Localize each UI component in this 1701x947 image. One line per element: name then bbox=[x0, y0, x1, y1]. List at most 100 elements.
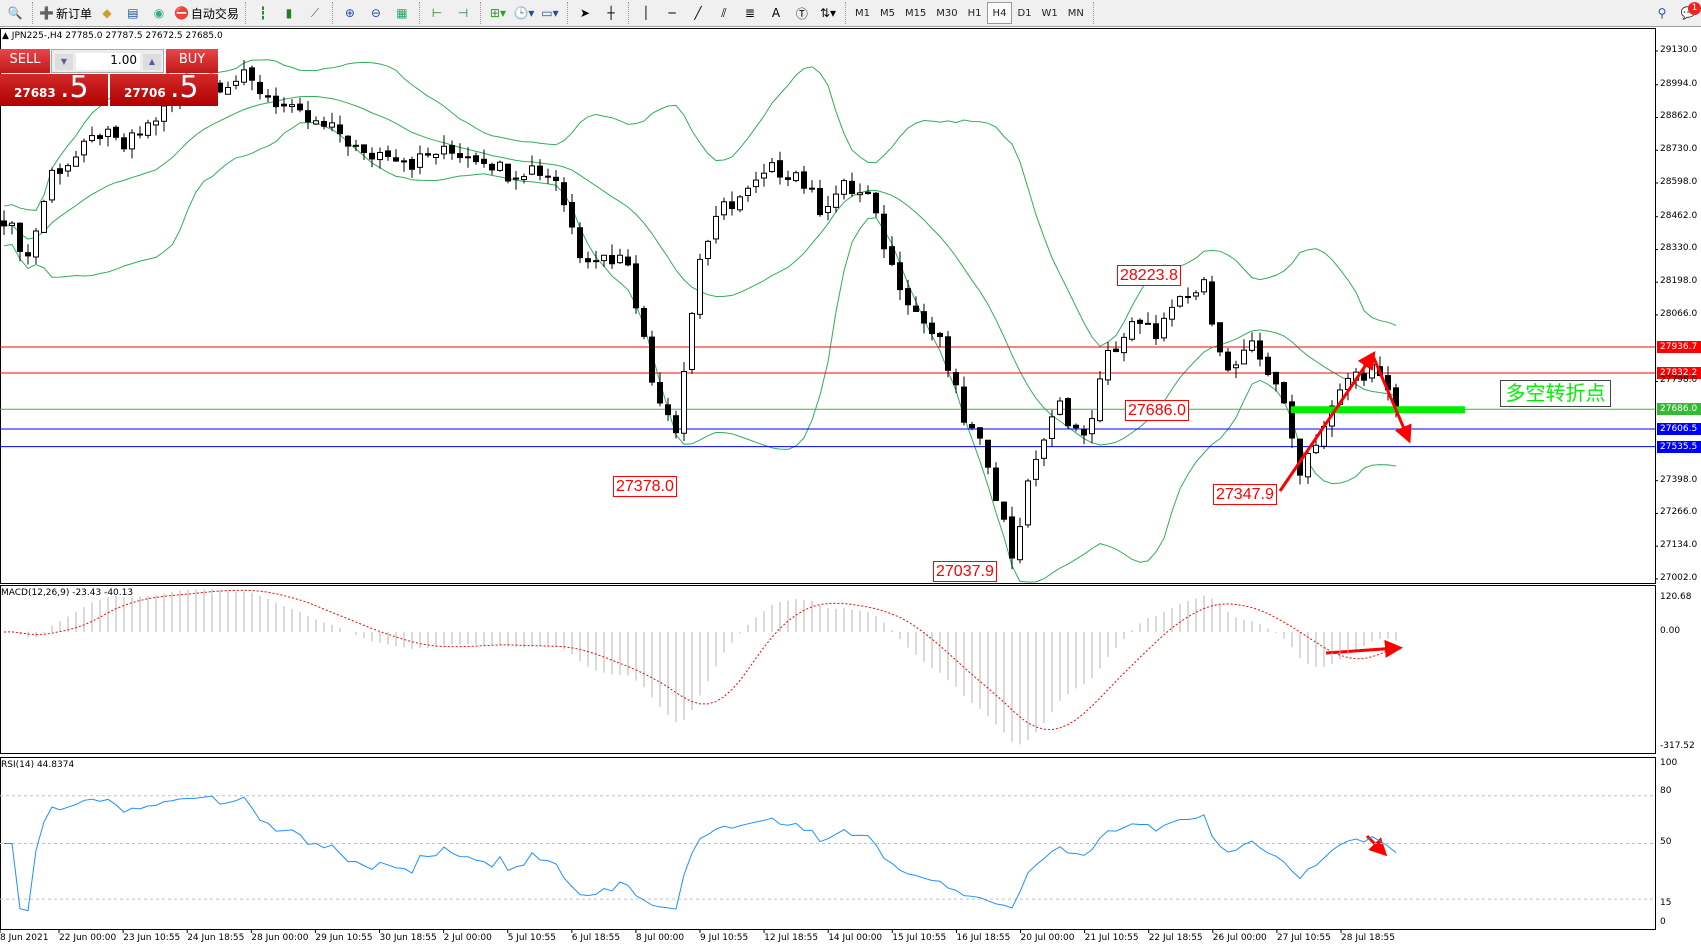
channel-tool[interactable]: ⫽ bbox=[721, 5, 727, 20]
candle bbox=[369, 147, 375, 168]
pivot-level-bar bbox=[1291, 406, 1465, 414]
crosshair-tool[interactable]: ┼ bbox=[607, 6, 615, 20]
text-label-tool[interactable]: Ⓣ bbox=[795, 6, 808, 21]
candle bbox=[937, 331, 943, 348]
candle bbox=[97, 133, 103, 146]
toolbar-separator bbox=[32, 2, 33, 24]
arrows-tool[interactable]: ⇅▾ bbox=[819, 6, 836, 20]
candle bbox=[337, 115, 343, 143]
rsi-axis-15: 15 bbox=[1660, 898, 1672, 908]
bar-chart-button[interactable]: ┇ bbox=[259, 6, 267, 20]
candle bbox=[1193, 290, 1199, 301]
zoom-tool-button[interactable]: 🔍 bbox=[7, 6, 23, 20]
candle-body bbox=[905, 288, 911, 306]
candle bbox=[857, 183, 863, 203]
buy-button[interactable]: BUY bbox=[166, 49, 218, 73]
cursor-tool[interactable]: ➤ bbox=[579, 6, 590, 20]
candle bbox=[281, 97, 287, 113]
market-watch-button[interactable]: ◆ bbox=[102, 6, 112, 20]
candle-body bbox=[601, 254, 607, 262]
candle bbox=[793, 170, 799, 183]
timeframe-d1[interactable]: D1 bbox=[1017, 7, 1032, 19]
candle-body bbox=[289, 104, 295, 107]
candle bbox=[897, 251, 903, 300]
horizontal-line-tool[interactable]: ─ bbox=[668, 6, 676, 20]
candle-body bbox=[393, 157, 399, 162]
timeframe-h4[interactable]: H4 bbox=[986, 2, 1013, 24]
candle-body bbox=[257, 81, 263, 95]
candle bbox=[401, 157, 407, 172]
time-axis-label: 23 Jun 10:55 bbox=[123, 933, 181, 943]
candle bbox=[25, 244, 31, 265]
price-label-high[interactable]: 28223.8 bbox=[1117, 265, 1181, 286]
candle bbox=[1225, 347, 1231, 372]
candle-body bbox=[273, 95, 279, 108]
bull-bear-turning-point-label[interactable]: 多空转折点 bbox=[1500, 380, 1611, 407]
candle-body bbox=[977, 427, 983, 439]
candle-body bbox=[1177, 296, 1183, 307]
auto-scroll-button[interactable]: ⊢ bbox=[431, 6, 443, 20]
candle-body bbox=[993, 467, 999, 501]
sell-button[interactable]: SELL bbox=[0, 49, 50, 73]
vertical-line-tool[interactable]: │ bbox=[642, 6, 650, 20]
candle-body bbox=[1121, 336, 1127, 354]
lot-size-input[interactable]: 1.00 bbox=[76, 53, 140, 70]
timeframe-w1[interactable]: W1 bbox=[1041, 7, 1058, 19]
line-chart-button[interactable]: ⟋ bbox=[310, 5, 320, 20]
candle bbox=[705, 239, 711, 266]
navigator-button[interactable]: ▤ bbox=[127, 6, 139, 20]
zoom-out-button[interactable]: ⊖ bbox=[370, 6, 381, 20]
time-axis-label: 20 Jul 00:00 bbox=[1020, 933, 1075, 943]
candle-body bbox=[641, 308, 647, 337]
lot-decrease-button[interactable]: ▼ bbox=[55, 54, 73, 70]
candle bbox=[1049, 410, 1055, 447]
periods-button[interactable]: 🕒▾ bbox=[513, 6, 535, 20]
notifications-button[interactable]: 💬 1 bbox=[1677, 2, 1701, 24]
chart-shift-button[interactable]: ⊣ bbox=[457, 6, 469, 20]
price-label-pivot[interactable]: 27686.0 bbox=[1125, 400, 1189, 421]
candlestick-chart-button[interactable]: ▮ bbox=[285, 6, 293, 20]
trendline-tool[interactable]: ╱ bbox=[694, 6, 702, 20]
candle-body bbox=[313, 120, 319, 125]
auto-trading-button[interactable]: ⛔ 自动交易 bbox=[173, 6, 239, 21]
candle bbox=[257, 74, 263, 100]
price-label-low-2[interactable]: 27037.9 bbox=[933, 561, 997, 582]
timeframe-m30[interactable]: M30 bbox=[936, 7, 958, 19]
timeframe-h1[interactable]: H1 bbox=[967, 7, 982, 19]
red-arrow-up bbox=[1278, 351, 1376, 492]
price-axis-label: 29130.0 bbox=[1660, 45, 1698, 55]
new-order-button[interactable]: ➕ 新订单 bbox=[39, 6, 92, 21]
candle bbox=[1081, 425, 1087, 445]
candle bbox=[1001, 501, 1007, 523]
timeframe-mn[interactable]: MN bbox=[1067, 7, 1084, 19]
time-axis-label: 9 Jul 10:55 bbox=[700, 933, 749, 943]
templates-button[interactable]: ▭▾ bbox=[541, 6, 559, 20]
timeframe-m5[interactable]: M5 bbox=[879, 7, 895, 19]
fibonacci-tool[interactable]: ≣ bbox=[744, 6, 755, 20]
text-tool[interactable]: A bbox=[771, 6, 781, 20]
candle-body bbox=[1161, 317, 1167, 339]
timeframe-m15[interactable]: M15 bbox=[904, 7, 927, 19]
timeframe-m1[interactable]: M1 bbox=[854, 7, 870, 19]
lot-size-stepper[interactable]: ▼ 1.00 ▲ bbox=[51, 49, 164, 73]
indicators-button[interactable]: ⊞▾ bbox=[489, 6, 506, 20]
price-axis-label: 27798.0 bbox=[1660, 375, 1698, 386]
candle bbox=[665, 397, 671, 421]
candle-body bbox=[465, 156, 471, 159]
lot-increase-button[interactable]: ▲ bbox=[143, 54, 161, 70]
zoom-in-button[interactable]: ⊕ bbox=[344, 6, 355, 20]
price-label-low-1[interactable]: 27378.0 bbox=[613, 476, 677, 497]
signals-button[interactable]: ◉ bbox=[153, 6, 165, 20]
candle bbox=[1041, 437, 1047, 467]
search-icon[interactable]: ⚲ bbox=[1657, 6, 1667, 20]
price-label-low-3[interactable]: 27347.9 bbox=[1213, 484, 1277, 505]
buy-price[interactable]: 27706.5 bbox=[110, 70, 218, 106]
candle bbox=[1065, 397, 1071, 429]
candle-body bbox=[1257, 340, 1263, 360]
candle bbox=[73, 150, 79, 167]
sell-price[interactable]: 27683.5 bbox=[0, 70, 108, 106]
candle bbox=[49, 167, 55, 204]
tile-windows-button[interactable]: ▦ bbox=[396, 6, 408, 20]
candle bbox=[329, 112, 335, 132]
